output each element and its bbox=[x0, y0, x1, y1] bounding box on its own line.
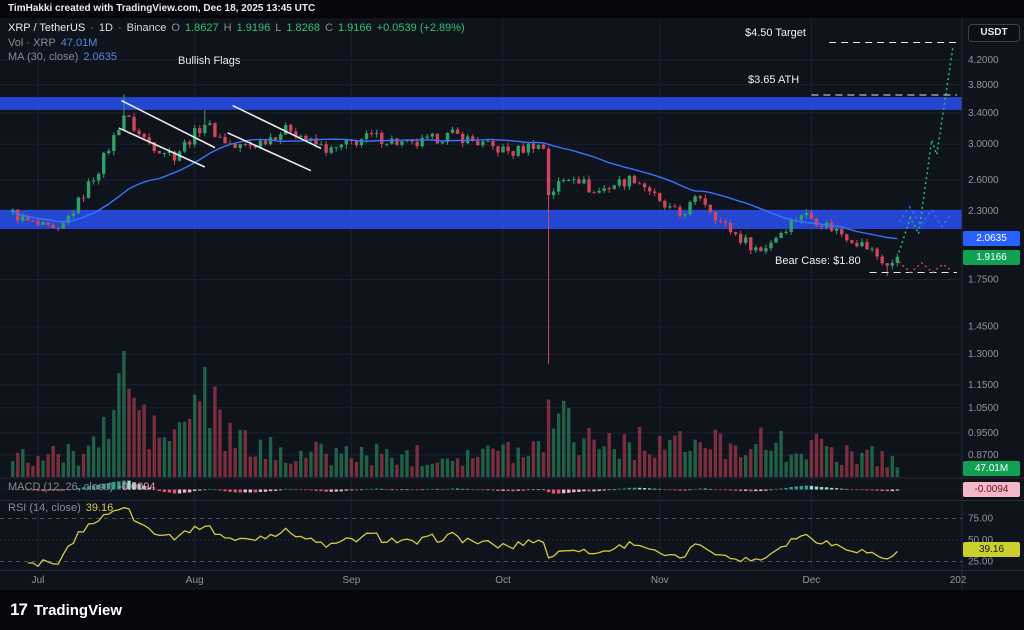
macd-label[interactable]: MACD (12, 26, close) bbox=[8, 481, 114, 493]
svg-text:1.4500: 1.4500 bbox=[968, 322, 999, 333]
interval-label[interactable]: 1D bbox=[98, 22, 113, 34]
symbol-title[interactable]: XRP / TetherUS bbox=[8, 22, 86, 34]
svg-text:Sep: Sep bbox=[343, 575, 361, 586]
svg-text:1.7500: 1.7500 bbox=[968, 275, 999, 286]
volume-label[interactable]: Vol · XRP bbox=[8, 37, 56, 49]
ma-price-badge: 2.0635 bbox=[963, 231, 1020, 247]
open-key: O bbox=[171, 22, 180, 34]
change-value: +0.0539 (+2.89%) bbox=[376, 22, 465, 34]
band-path bbox=[898, 205, 952, 228]
svg-text:Oct: Oct bbox=[495, 575, 511, 586]
volume-legend-row: Vol · XRP 47.01M bbox=[8, 37, 97, 49]
svg-text:1.0500: 1.0500 bbox=[968, 403, 999, 414]
svg-text:Aug: Aug bbox=[186, 575, 204, 586]
separator: · bbox=[117, 22, 122, 34]
price-axis[interactable] bbox=[962, 18, 1024, 590]
macd-legend-row: MACD (12, 26, close) -0.0094 bbox=[8, 481, 155, 493]
svg-text:3.8000: 3.8000 bbox=[968, 80, 999, 91]
ma-label[interactable]: MA (30, close) bbox=[8, 51, 79, 63]
close-key: C bbox=[325, 22, 333, 34]
volume-layer bbox=[11, 351, 900, 477]
tradingview-logo-text[interactable]: TradingView bbox=[33, 601, 123, 619]
ma-value: 2.0635 bbox=[83, 51, 117, 63]
svg-text:2.3000: 2.3000 bbox=[968, 206, 999, 217]
svg-text:4.2000: 4.2000 bbox=[968, 55, 999, 66]
candles-layer bbox=[11, 94, 900, 364]
last-price-badge: 1.9166 bbox=[963, 249, 1020, 265]
high-value: 1.9196 bbox=[236, 22, 271, 34]
ma-line bbox=[12, 138, 898, 240]
rsi-label[interactable]: RSI (14, close) bbox=[8, 502, 81, 514]
svg-text:1.1500: 1.1500 bbox=[968, 380, 999, 391]
svg-text:0.9500: 0.9500 bbox=[968, 428, 999, 439]
rsi-badge: 39.16 bbox=[963, 542, 1020, 558]
ma-legend-row: MA (30, close) 2.0635 bbox=[8, 51, 117, 63]
low-key: L bbox=[275, 22, 282, 34]
rsi-value: 39.16 bbox=[85, 502, 114, 514]
svg-text:75.00: 75.00 bbox=[968, 514, 993, 525]
exchange-label[interactable]: Binance bbox=[126, 22, 167, 34]
supply-demand-zones bbox=[0, 97, 962, 230]
bear-path bbox=[898, 261, 953, 274]
axis-labels: 4.2000 3.8000 3.4000 3.0000 2.6000 2.3000 1.75… bbox=[32, 55, 999, 586]
time-axis[interactable] bbox=[0, 570, 962, 590]
svg-text:2.6000: 2.6000 bbox=[968, 175, 999, 186]
pane-separators bbox=[0, 18, 1024, 590]
macd-pane bbox=[0, 480, 962, 494]
open-value: 1.8627 bbox=[184, 22, 219, 34]
svg-text:3.0000: 3.0000 bbox=[968, 139, 999, 150]
bull-path bbox=[898, 46, 954, 253]
svg-text:1.3000: 1.3000 bbox=[968, 349, 999, 360]
macd-value: -0.0094 bbox=[118, 481, 156, 493]
attribution-bar: TimHakki created with TradingView.com, D… bbox=[0, 0, 1024, 18]
svg-text:3.4000: 3.4000 bbox=[968, 108, 999, 119]
level-lines bbox=[811, 41, 957, 273]
svg-text:0.8700: 0.8700 bbox=[968, 450, 999, 461]
flag-channels bbox=[118, 99, 322, 172]
svg-text:202: 202 bbox=[950, 575, 967, 586]
high-key: H bbox=[223, 22, 232, 34]
low-value: 1.8268 bbox=[286, 22, 321, 34]
bottom-toolbar: 17 TradingView bbox=[0, 590, 1024, 630]
separator: · bbox=[90, 22, 94, 34]
volume-badge: 47.01M bbox=[963, 461, 1020, 476]
target-level-label: $4.50 Target bbox=[745, 27, 806, 40]
symbol-legend-row: XRP / TetherUS · 1D · Binance O 1.8627 H… bbox=[8, 22, 465, 34]
attribution-text: TimHakki created with TradingView.com, D… bbox=[8, 3, 316, 14]
close-value: 1.9166 bbox=[337, 22, 372, 34]
svg-text:25.00: 25.00 bbox=[968, 557, 993, 568]
tradingview-logo-icon[interactable]: 17 bbox=[10, 600, 28, 619]
bullish-flags-annotation: Bullish Flags bbox=[178, 55, 241, 67]
projection-paths bbox=[898, 46, 954, 274]
currency-toggle-badge[interactable]: USDT bbox=[968, 24, 1020, 42]
ath-level-label: $3.65 ATH bbox=[748, 74, 800, 87]
volume-value: 47.01M bbox=[60, 37, 98, 49]
svg-text:Dec: Dec bbox=[803, 575, 821, 586]
svg-text:Nov: Nov bbox=[651, 575, 669, 586]
rsi-legend-row: RSI (14, close) 39.16 bbox=[8, 502, 113, 514]
macd-badge: -0.0094 bbox=[963, 482, 1020, 497]
svg-text:Jul: Jul bbox=[32, 575, 45, 586]
rsi-pane bbox=[0, 506, 962, 568]
bear-case-level-label: Bear Case: $1.80 bbox=[775, 255, 861, 268]
svg-text:50.00: 50.00 bbox=[968, 535, 993, 546]
